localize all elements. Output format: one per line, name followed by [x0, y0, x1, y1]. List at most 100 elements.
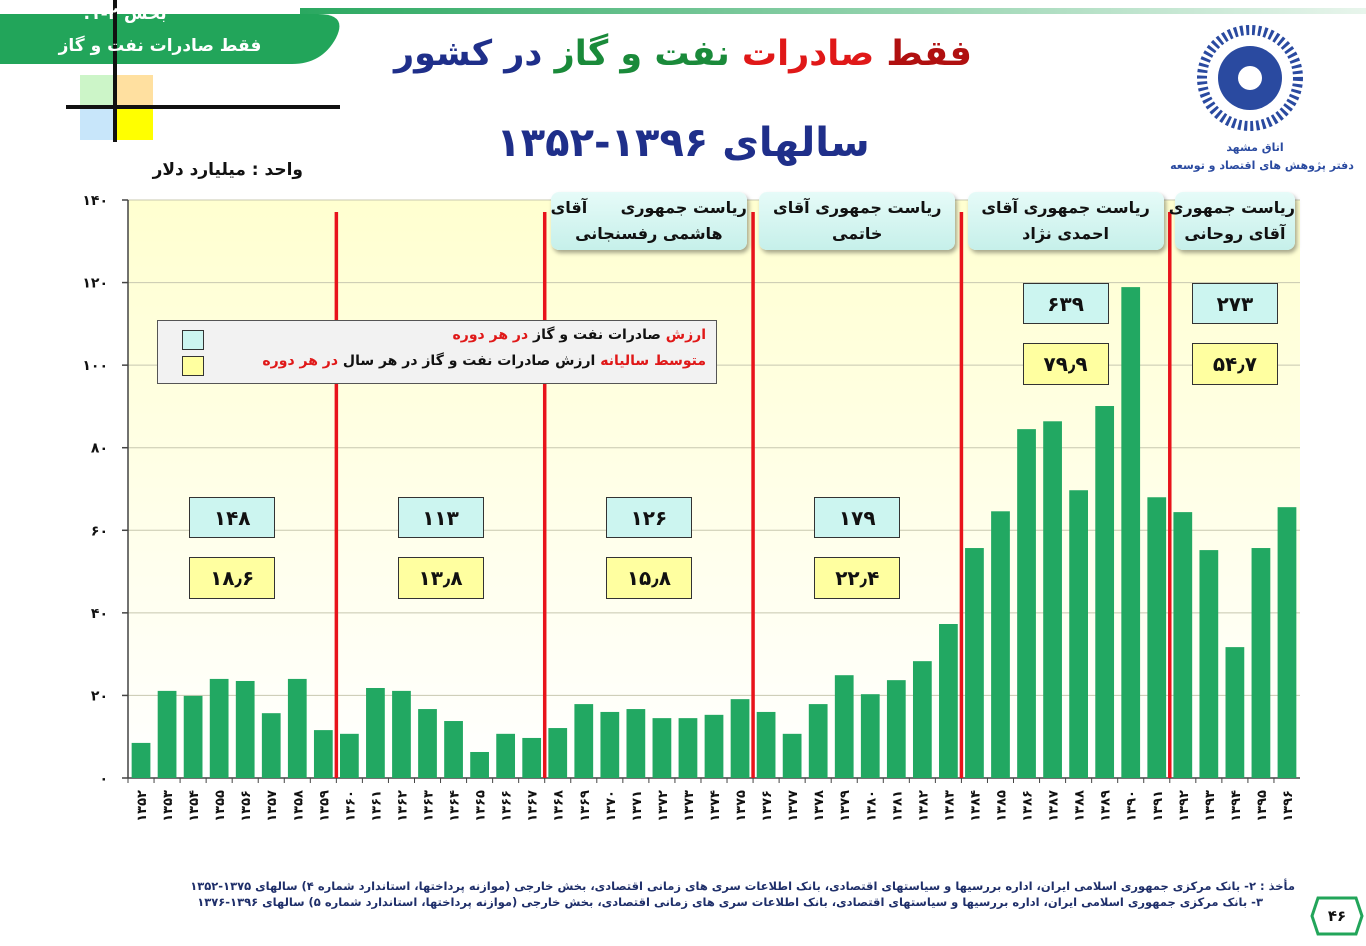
x-tick-label: ۱۳۷۹ [838, 790, 853, 822]
presidency-line: ریاست جمهوری [1168, 198, 1295, 217]
presidency: ریاست جمهوری آقای روحانی [1168, 192, 1295, 250]
bar [1225, 647, 1245, 778]
x-tick-label: ۱۳۸۶ [1021, 790, 1036, 822]
legend-part: ارزش صادرات نفت و گاز در هر سال [342, 353, 596, 369]
bar [808, 704, 828, 778]
presidency-line: ریاست جمهوری آقای [981, 198, 1150, 217]
period-average: ۷۹٫۹ [1022, 343, 1109, 385]
legend-label: ارزش صادرات نفت و گاز در هر دوره [453, 327, 706, 343]
presidency: ریاست جمهوری آقای احمدی نژاد [967, 192, 1164, 250]
x-tick-label: ۱۳۸۱ [890, 790, 905, 822]
bar [496, 733, 516, 778]
x-tick-label: ۱۳۸۷ [1047, 790, 1062, 822]
bar [1121, 287, 1141, 778]
x-tick-label: ۱۳۹۴ [1229, 790, 1244, 822]
presidency-line: ریاست جمهوری آقای [773, 198, 942, 217]
legend-part: ارزش [665, 327, 706, 343]
bar [1251, 548, 1271, 778]
legend-swatch [182, 356, 204, 376]
period-total: ۲۷۳ [1191, 283, 1278, 324]
bar [1199, 550, 1219, 778]
bar [626, 709, 646, 778]
period-average: ۱۸٫۶ [189, 557, 276, 599]
bar [548, 728, 568, 778]
legend-part: در هر دوره [452, 327, 529, 343]
x-tick-label: ۱۳۷۸ [812, 790, 827, 822]
x-tick-label: ۱۳۹۳ [1203, 790, 1218, 822]
x-tick-label: ۱۳۷۴ [708, 790, 723, 822]
bar [678, 718, 698, 778]
bar [522, 737, 542, 778]
bar [912, 661, 932, 778]
bar [340, 733, 359, 778]
bar [1095, 406, 1115, 778]
source-label: مأخذ : [1260, 879, 1295, 893]
x-tick-label: ۱۳۸۳ [942, 790, 957, 822]
x-tick-label: ۱۳۵۴ [187, 790, 202, 822]
legend: ارزش صادرات نفت و گاز در هر دوره متوسط سا… [157, 320, 717, 384]
period-average: ۵۴٫۷ [1191, 343, 1278, 385]
bar [756, 711, 776, 778]
bar [313, 730, 333, 778]
section-title: فقط صادرات نفت و گاز [58, 36, 262, 56]
presidency-line: آقای روحانی [1184, 224, 1286, 243]
presidency-line: احمدی نژاد [1022, 224, 1110, 243]
chart-subtitle: سالهای ۱۳۹۶-۱۳۵۲ [496, 120, 870, 166]
x-tick-label: ۱۳۵۹ [317, 790, 332, 822]
deco [80, 107, 115, 140]
bar [1277, 507, 1297, 778]
x-tick-label: ۱۳۵۵ [213, 790, 228, 822]
legend-label: متوسط سالیانه ارزش صادرات نفت و گاز در ه… [262, 353, 706, 369]
presidency-line: خاتمی [832, 224, 883, 243]
page-number: ۴۶ [1328, 907, 1346, 925]
x-tick-label: ۱۳۹۶ [1281, 790, 1296, 822]
bar [366, 687, 385, 778]
bar [444, 721, 463, 778]
x-tick-label: ۱۳۷۰ [604, 790, 619, 822]
section-tab [0, 14, 340, 64]
x-tick-label: ۱۳۸۵ [994, 790, 1009, 822]
bar [704, 714, 724, 778]
bar [235, 680, 255, 778]
period-total: ۱۴۸ [189, 497, 276, 538]
title-part: در کشور [394, 34, 543, 74]
y-tick-label: ۱۲۰ [82, 276, 108, 292]
x-tick-label: ۱۳۷۱ [630, 790, 645, 822]
x-tick-label: ۱۳۷۵ [734, 790, 749, 822]
bar [939, 624, 958, 778]
legend-swatch [182, 330, 204, 350]
bar [470, 751, 489, 778]
x-tick-label: ۱۳۶۵ [474, 790, 489, 822]
x-tick-label: ۱۳۹۵ [1255, 790, 1270, 822]
presidency: ریاست جمهوری آقای هاشمی رفسنجانی [551, 192, 747, 250]
y-tick-label: ۲۰ [91, 688, 108, 704]
period-average: ۲۲٫۴ [814, 557, 901, 599]
x-tick-label: ۱۳۷۶ [760, 790, 775, 822]
bar [1069, 490, 1088, 778]
x-tick-label: ۱۳۵۷ [265, 790, 280, 822]
period-average: ۱۳٫۸ [397, 557, 484, 599]
y-tick-label: ۴۰ [91, 606, 108, 622]
logo [1197, 25, 1303, 131]
bar [730, 699, 750, 778]
source-line: مأخذ : ۲- بانک مرکزی جمهوری اسلامی ایران… [180, 878, 1295, 894]
logo-name: اتاق مشهد [1226, 141, 1283, 154]
presidency-line: هاشمی رفسنجانی [575, 224, 723, 243]
page-badge [1310, 896, 1364, 936]
x-tick-label: ۱۳۶۰ [343, 790, 358, 822]
bar [652, 718, 672, 778]
period-total: ۱۱۳ [397, 497, 484, 538]
x-tick-label: ۱۳۵۲ [135, 790, 150, 822]
x-tick-label: ۱۳۸۸ [1073, 790, 1088, 822]
title-part: فقط [886, 34, 972, 74]
bar [261, 713, 281, 778]
y-tick-label: ۱۴۰ [82, 193, 108, 209]
bar [574, 704, 594, 778]
bar [782, 733, 802, 778]
x-tick-label: ۱۳۶۳ [422, 790, 437, 822]
period-total: ۶۳۹ [1022, 283, 1109, 324]
x-tick-label: ۱۳۸۴ [968, 790, 983, 822]
bar [157, 690, 177, 778]
